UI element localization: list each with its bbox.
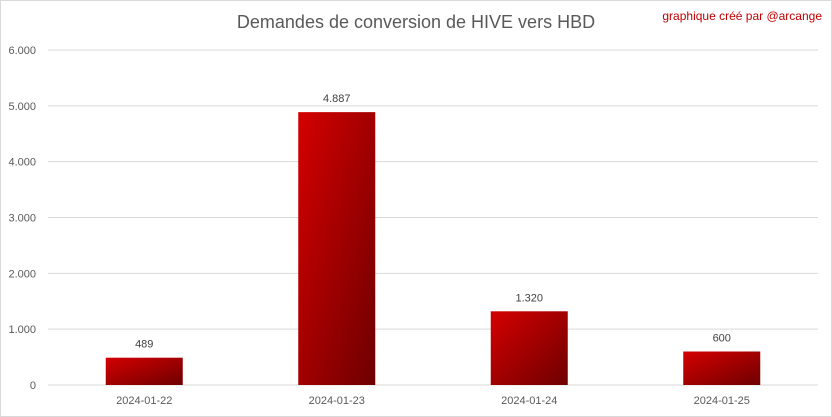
x-tick-label: 2024-01-25 <box>694 395 750 407</box>
y-tick-label: 2.000 <box>8 268 36 280</box>
bar-2024-01-22 <box>105 357 183 385</box>
y-tick-label: 5.000 <box>8 101 36 113</box>
x-tick-label: 2024-01-23 <box>309 395 365 407</box>
data-label: 1.320 <box>515 292 543 304</box>
gridlines <box>48 49 818 386</box>
x-axis-ticks: 2024-01-22 2024-01-23 2024-01-24 2024-01-25 <box>116 395 750 407</box>
x-tick-label: 2024-01-24 <box>501 395 557 407</box>
data-label: 4.887 <box>323 93 351 105</box>
bar-2024-01-25 <box>683 351 761 385</box>
chart-credit: graphique créé par @arcange <box>662 9 822 23</box>
bar-2024-01-23 <box>298 112 376 385</box>
y-tick-label: 4.000 <box>8 157 36 169</box>
bars: 489 4.887 1.320 600 <box>105 93 761 385</box>
y-tick-label: 0 <box>30 380 36 392</box>
chart-title: Demandes de conversion de HIVE vers HBD <box>236 12 596 32</box>
y-axis-ticks: 0 1.000 2.000 3.000 4.000 5.000 6.000 <box>8 45 36 392</box>
data-label: 489 <box>135 339 153 351</box>
data-label: 600 <box>713 333 731 345</box>
x-tick-label: 2024-01-22 <box>116 395 172 407</box>
y-tick-label: 6.000 <box>8 45 36 57</box>
y-tick-label: 1.000 <box>8 324 36 336</box>
y-tick-label: 3.000 <box>8 213 36 225</box>
bar-2024-01-24 <box>490 311 568 385</box>
